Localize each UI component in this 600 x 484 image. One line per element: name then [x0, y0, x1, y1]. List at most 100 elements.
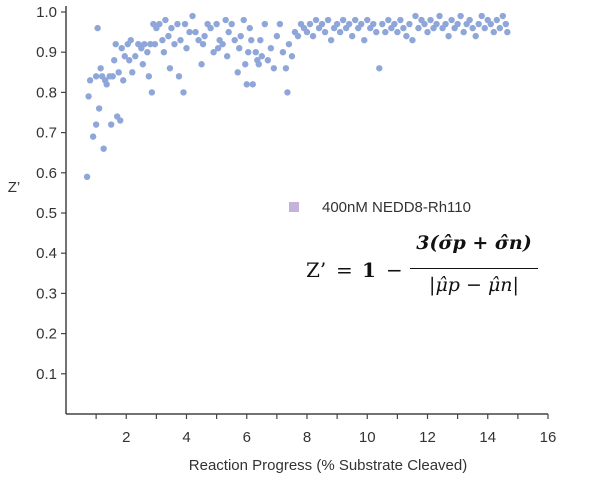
data-point — [201, 32, 208, 40]
data-point — [213, 20, 220, 28]
data-points — [83, 12, 511, 181]
data-point — [442, 20, 449, 28]
data-point — [129, 69, 136, 76]
data-point — [448, 16, 455, 24]
data-point — [385, 16, 392, 24]
data-point — [321, 28, 329, 36]
data-point — [240, 16, 247, 24]
legend-label: 400nM NEDD8-Rh110 — [322, 199, 471, 216]
data-point — [397, 16, 404, 24]
data-point — [469, 24, 476, 32]
data-point — [127, 36, 134, 44]
data-point — [92, 73, 100, 80]
data-point — [475, 20, 482, 28]
y-tick-label: 0.2 — [36, 326, 57, 343]
data-point — [504, 28, 511, 36]
data-point — [243, 81, 250, 88]
y-tick-label: 1.0 — [36, 4, 57, 21]
data-point — [466, 16, 473, 24]
data-point — [139, 61, 147, 68]
data-point — [339, 16, 347, 24]
data-point — [165, 32, 172, 40]
y-axis-title: Z’ — [8, 179, 21, 196]
data-point — [481, 24, 488, 32]
data-point — [306, 20, 314, 28]
data-point — [145, 73, 153, 80]
data-point — [115, 69, 122, 76]
data-point — [445, 32, 452, 40]
data-point — [433, 20, 440, 28]
x-axis-title: Reaction Progress (% Substrate Cleaved) — [189, 457, 467, 474]
data-point — [147, 40, 154, 48]
data-point — [370, 20, 377, 28]
data-point — [121, 53, 128, 60]
data-point — [309, 32, 317, 40]
data-point — [502, 20, 510, 28]
data-point — [148, 89, 156, 96]
data-point — [258, 53, 266, 60]
data-point — [97, 65, 104, 72]
data-point — [231, 36, 238, 44]
data-point — [89, 133, 97, 140]
data-point — [312, 16, 320, 24]
data-point — [276, 20, 284, 28]
x-tick-label: 2 — [122, 429, 130, 446]
data-point — [364, 16, 371, 24]
data-point — [412, 12, 419, 20]
data-point — [160, 49, 168, 56]
data-point — [180, 89, 187, 96]
data-point — [132, 53, 139, 60]
data-point — [183, 44, 190, 52]
data-point — [100, 145, 107, 152]
data-point — [379, 20, 386, 28]
data-point — [261, 20, 269, 28]
data-point — [207, 24, 214, 32]
data-point — [126, 57, 133, 64]
data-point — [92, 121, 100, 128]
x-tick-label: 10 — [359, 429, 376, 446]
data-point — [284, 89, 291, 96]
y-tick-label: 0.1 — [36, 366, 57, 383]
data-point — [324, 16, 332, 24]
data-point — [109, 73, 116, 80]
data-point — [279, 49, 287, 56]
data-point — [199, 40, 207, 48]
data-point — [120, 77, 127, 84]
data-point — [472, 32, 479, 40]
data-point — [394, 28, 401, 36]
data-point — [181, 20, 189, 28]
data-point — [454, 20, 461, 28]
data-point — [406, 20, 413, 28]
formula-numerator: 3(σ̂p + σ̂n) — [416, 232, 532, 254]
y-tick-label: 0.4 — [36, 245, 57, 262]
data-point — [186, 28, 193, 36]
data-point — [95, 105, 103, 112]
data-point — [214, 44, 222, 52]
data-point — [192, 28, 199, 36]
data-point — [376, 65, 383, 72]
y-ticks: 0.1 0.2 0.3 0.4 0.5 0.6 0.7 0.8 0.9 1.0 — [36, 4, 66, 383]
data-point — [252, 49, 259, 56]
data-point — [348, 32, 356, 40]
data-point — [255, 61, 262, 68]
data-point — [210, 49, 217, 56]
data-point — [162, 16, 169, 24]
x-tick-label: 12 — [419, 429, 436, 446]
data-point — [358, 20, 365, 28]
data-point — [242, 61, 249, 68]
data-point — [382, 28, 389, 36]
data-point — [103, 81, 110, 88]
data-point — [409, 36, 416, 44]
axes — [65, 6, 548, 415]
data-point — [248, 36, 255, 44]
data-point — [237, 32, 244, 40]
data-point — [94, 24, 101, 32]
data-point — [141, 40, 148, 48]
data-point — [222, 16, 229, 24]
formula-denominator: |μ̂p − μ̂n| — [429, 274, 519, 296]
x-tick-label: 14 — [479, 429, 496, 446]
data-point — [270, 65, 278, 72]
data-point — [421, 20, 428, 28]
y-tick-label: 0.5 — [36, 205, 57, 222]
data-point — [285, 40, 293, 48]
